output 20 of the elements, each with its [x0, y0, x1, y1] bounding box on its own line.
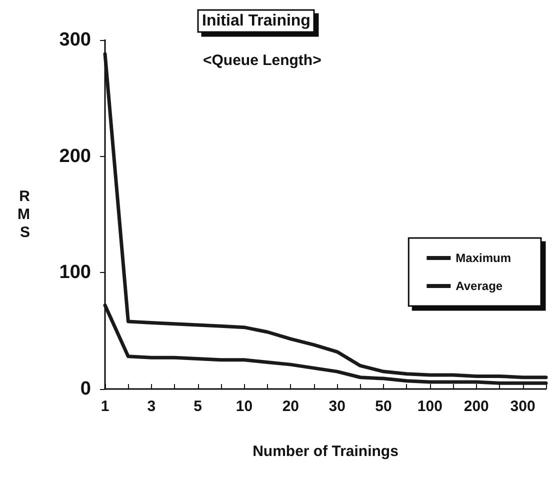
- x-tick-label: 100: [417, 398, 442, 415]
- y-tick-label: 0: [80, 378, 91, 400]
- y-tick-label: 300: [59, 30, 91, 50]
- x-tick-label: 20: [282, 398, 300, 415]
- text: <Queue Length>: [203, 52, 322, 69]
- x-tick-label: 50: [375, 398, 392, 415]
- x-axis-title: Number of Trainings: [252, 443, 398, 460]
- y-tick-label: 100: [59, 262, 91, 284]
- chart-title: Initial Training: [202, 12, 310, 30]
- x-tick-label: 30: [328, 398, 346, 415]
- y-tick-label: 200: [59, 146, 91, 167]
- x-tick-label: 1: [100, 398, 110, 415]
- legend-label: Average: [456, 279, 503, 293]
- x-tick-label: 10: [236, 398, 253, 415]
- x-tick-label: 5: [194, 398, 202, 415]
- x-tick-label: 300: [510, 398, 536, 415]
- legend-label: Maximum: [456, 251, 512, 265]
- x-tick-label: 3: [147, 398, 156, 415]
- y-axis-title: RMS: [18, 188, 30, 241]
- x-tick-label: 200: [464, 398, 489, 415]
